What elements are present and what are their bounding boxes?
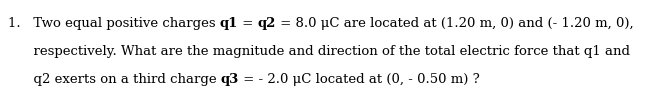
Text: 1.   Two equal positive charges: 1. Two equal positive charges — [8, 17, 220, 30]
Text: q1: q1 — [220, 17, 238, 30]
Text: =: = — [238, 17, 258, 30]
Text: q2: q2 — [258, 17, 276, 30]
Text: q3: q3 — [221, 73, 239, 86]
Text: q2 exerts on a third charge: q2 exerts on a third charge — [8, 73, 221, 86]
Text: respectively. What are the magnitude and direction of the total electric force t: respectively. What are the magnitude and… — [8, 45, 630, 58]
Text: = - 2.0 μC located at (0, - 0.50 m) ?: = - 2.0 μC located at (0, - 0.50 m) ? — [239, 73, 480, 86]
Text: = 8.0 μC are located at (1.20 m, 0) and (- 1.20 m, 0),: = 8.0 μC are located at (1.20 m, 0) and … — [276, 17, 634, 30]
